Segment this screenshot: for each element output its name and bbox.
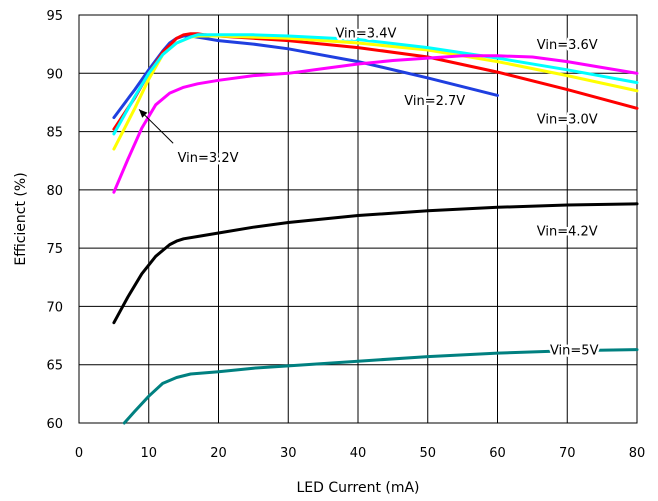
series-annotation: Vin=3.6V (537, 38, 598, 53)
series-lines (112, 32, 639, 425)
series-annotation: Vin=3.2V (178, 151, 239, 166)
y-axis-title: Efficienct (%) (13, 172, 29, 265)
plot-frame (78, 14, 638, 424)
arrow-head (138, 109, 148, 118)
x-tick-label: 70 (559, 446, 576, 461)
y-tick-label: 75 (46, 242, 63, 257)
y-tick-label: 90 (46, 67, 63, 82)
x-tick-label: 30 (280, 446, 297, 461)
series-annotation: Vin=5V (550, 344, 599, 359)
x-tick-label: 50 (419, 446, 436, 461)
x-tick-label: 40 (350, 446, 367, 461)
series-annotation: Vin=3.4V (335, 26, 396, 41)
series-annotation: Vin=4.2V (537, 225, 598, 240)
y-tick-label: 60 (46, 417, 63, 432)
y-tick-label: 65 (46, 359, 63, 374)
series-line-4 (112, 54, 639, 194)
x-tick-label: 0 (75, 446, 83, 461)
series-line-5 (112, 202, 639, 325)
y-tick-label: 85 (46, 126, 63, 141)
x-tick-label: 10 (140, 446, 157, 461)
series-line-3 (112, 33, 639, 136)
x-axis-title: LED Current (mA) (296, 480, 419, 496)
tick-labels: 0 10 20 30 40 50 60 70 80 60 65 70 75 80 85 90 95 (46, 9, 645, 461)
x-tick-label: 20 (210, 446, 227, 461)
y-tick-label: 80 (46, 184, 63, 199)
series-annotation: Vin=3.0V (537, 113, 598, 128)
series-line-6 (122, 348, 639, 425)
x-tick-label: 80 (629, 446, 646, 461)
grid (79, 15, 637, 423)
annotations: Vin=3.4V Vin=3.6V Vin=2.7V Vin=3.0V Vin=3.2V… (138, 24, 601, 361)
x-tick-label: 60 (489, 446, 506, 461)
series-annotation: Vin=2.7V (404, 94, 465, 109)
y-tick-label: 70 (46, 300, 63, 315)
y-tick-label: 95 (46, 9, 63, 24)
